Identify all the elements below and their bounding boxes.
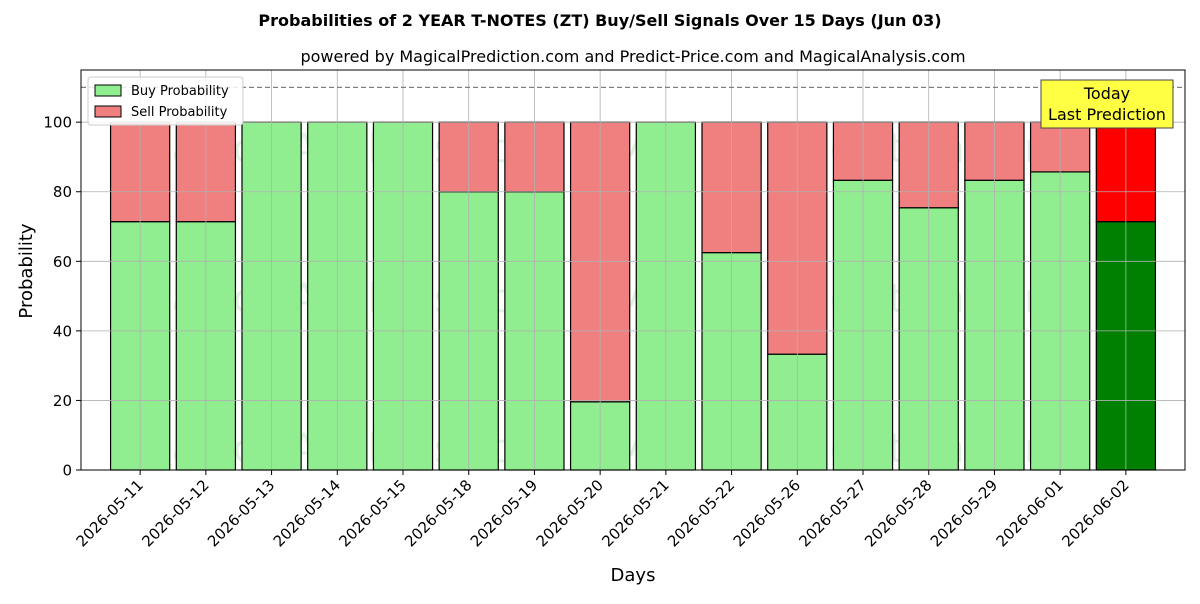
x-tick-label: 2026-05-29: [927, 476, 1001, 550]
x-tick-label: 2026-05-21: [598, 476, 672, 550]
x-tick-label: 2026-05-15: [335, 476, 409, 550]
legend: Buy Probability Sell Probability: [88, 77, 243, 125]
x-tick-label: 2026-05-19: [467, 476, 541, 550]
x-tick-label: 2026-05-26: [730, 476, 804, 550]
x-tick-label: 2026-05-22: [664, 476, 738, 550]
y-tick-label: 80: [53, 183, 72, 201]
x-tick-label: 2026-05-28: [861, 476, 935, 550]
legend-swatch: [95, 106, 121, 117]
chart-title: Probabilities of 2 YEAR T-NOTES (ZT) Buy…: [258, 11, 941, 30]
y-axis-label: Probability: [16, 223, 37, 318]
x-tick-label: 2026-06-02: [1058, 476, 1132, 550]
x-axis-label: Days: [611, 565, 656, 586]
annotation-text: Last Prediction: [1048, 105, 1166, 124]
legend-swatch: [95, 85, 121, 96]
y-tick-label: 60: [53, 253, 72, 271]
x-tick-label: 2026-05-18: [401, 476, 475, 550]
today-annotation: Today Last Prediction: [1041, 80, 1173, 128]
y-tick-label: 0: [62, 462, 72, 480]
legend-label: Buy Probability: [131, 84, 229, 99]
x-tick-label: 2026-05-14: [270, 476, 344, 550]
x-tick-label: 2026-06-01: [993, 476, 1067, 550]
y-tick-label: 40: [53, 322, 72, 340]
x-tick-label: 2026-05-11: [73, 476, 147, 550]
x-tick-label: 2026-05-12: [138, 476, 212, 550]
x-tick-label: 2026-05-20: [533, 476, 607, 550]
annotation-text: Today: [1083, 84, 1130, 103]
y-tick-label: 20: [53, 392, 72, 410]
y-tick-label: 100: [43, 114, 72, 132]
x-tick-label: 2026-05-27: [795, 476, 869, 550]
legend-label: Sell Probability: [131, 105, 228, 120]
chart-subtitle: powered by MagicalPrediction.com and Pre…: [300, 47, 965, 66]
x-tick-label: 2026-05-13: [204, 476, 278, 550]
